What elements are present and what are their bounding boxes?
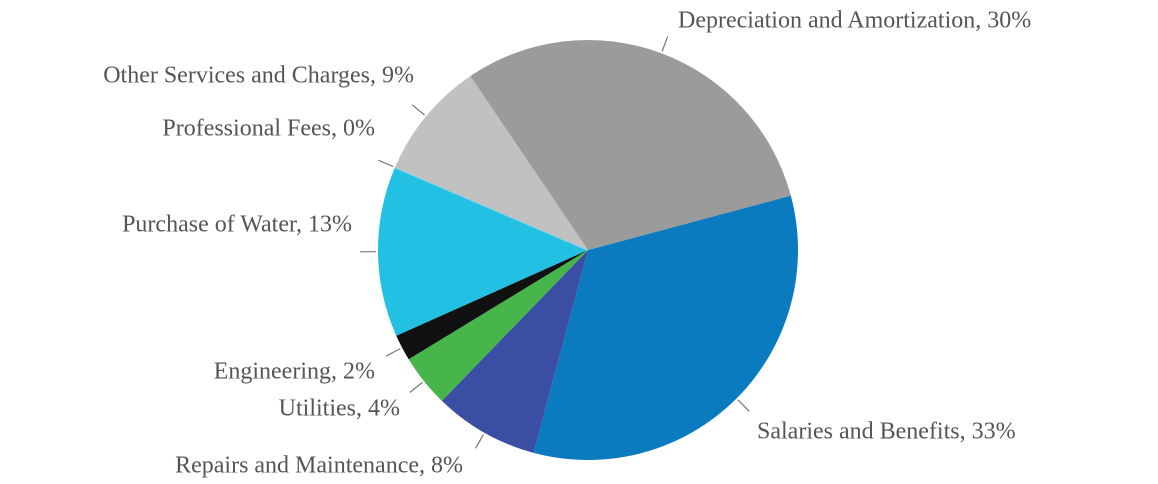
leader-line [475, 434, 484, 449]
slice-label: Purchase of Water, 13% [122, 212, 352, 238]
pie-slice [533, 195, 798, 460]
pie-slice [408, 250, 588, 401]
pie-slice [470, 39, 791, 250]
slice-label: Utilities, 4% [279, 396, 400, 422]
pie-slice [396, 250, 588, 360]
slice-label: Other Services and Charges, 9% [103, 63, 414, 89]
slice-label: Salaries and Benefits, 33% [757, 419, 1016, 445]
leader-line [378, 159, 394, 168]
slice-label: Engineering, 2% [214, 359, 375, 385]
slice-label: Repairs and Maintenance, 8% [175, 453, 463, 479]
leader-line [409, 381, 423, 393]
pie-slice [377, 167, 588, 336]
pie-slice [394, 76, 588, 250]
leader-line [661, 36, 669, 52]
slice-label: Depreciation and Amortization, 30% [678, 8, 1031, 34]
pie-slice [441, 250, 588, 453]
leader-line [737, 399, 750, 412]
slice-label: Professional Fees, 0% [162, 116, 375, 142]
leader-line [385, 348, 401, 357]
leader-line [411, 104, 425, 116]
